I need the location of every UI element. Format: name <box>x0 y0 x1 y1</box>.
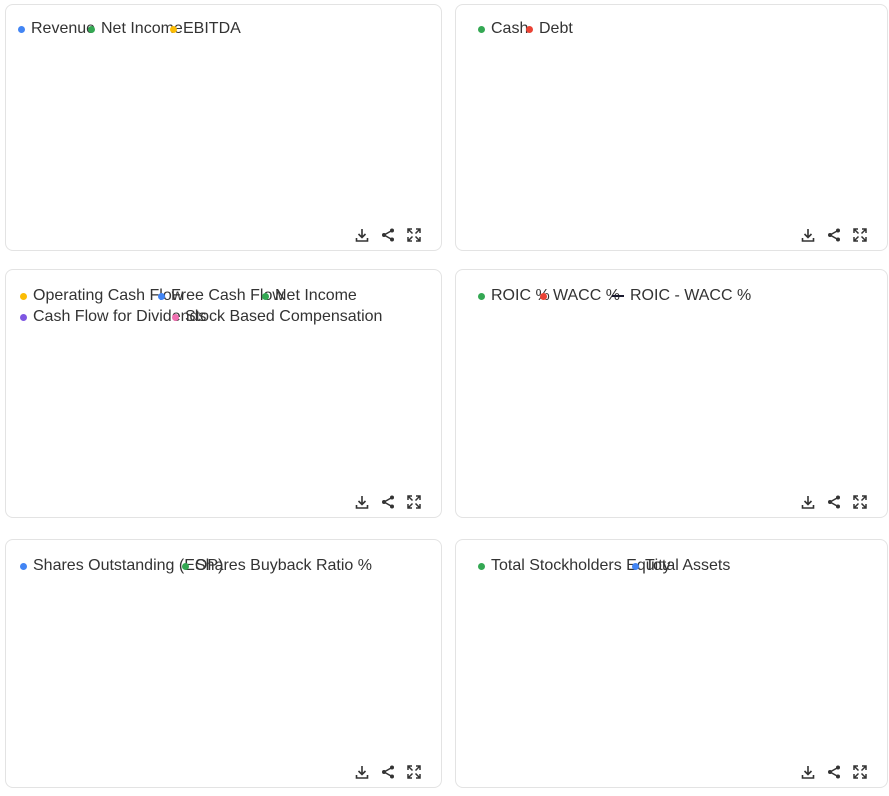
legend-item-operating-cash-flow[interactable]: Operating Cash Flow <box>20 287 183 305</box>
chart-card-equity_assets <box>455 539 888 788</box>
share-icon[interactable] <box>380 227 396 243</box>
legend-label: Shares Buyback Ratio % <box>195 557 372 574</box>
legend-item-cash[interactable]: Cash <box>478 20 528 38</box>
legend-dot <box>158 292 165 300</box>
legend-label: Total Stockholders Equity <box>491 557 671 574</box>
legend-label: ROIC % <box>491 287 550 304</box>
chart-card-roic <box>455 269 888 518</box>
chart-card-cash_debt <box>455 4 888 251</box>
legend-dot <box>20 292 27 300</box>
expand-icon[interactable] <box>406 227 422 243</box>
share-icon[interactable] <box>826 227 842 243</box>
chart-toolbar <box>800 494 868 510</box>
legend-label: Stock Based Compensation <box>185 308 383 325</box>
legend-item-ebitda[interactable]: EBITDA <box>170 20 241 38</box>
download-icon[interactable] <box>800 494 816 510</box>
download-icon[interactable] <box>354 494 370 510</box>
legend-item-net-income[interactable]: Net Income <box>88 20 183 38</box>
legend-dot <box>262 292 269 300</box>
chart-toolbar <box>354 227 422 243</box>
legend-item-debt[interactable]: Debt <box>526 20 573 38</box>
legend-label: Total Assets <box>645 557 731 574</box>
legend-item-roic-wacc[interactable]: ROIC - WACC % <box>612 287 751 305</box>
legend-label: Net Income <box>275 287 357 304</box>
legend-label: Debt <box>539 20 573 37</box>
legend-item-revenue[interactable]: Revenue <box>18 20 95 38</box>
download-icon[interactable] <box>354 764 370 780</box>
legend-dot <box>478 562 485 570</box>
chart-card-income <box>5 4 442 251</box>
expand-icon[interactable] <box>852 494 868 510</box>
legend-dot <box>18 25 25 33</box>
legend-item-shares-buyback-ratio[interactable]: Shares Buyback Ratio % <box>182 557 372 575</box>
download-icon[interactable] <box>800 227 816 243</box>
legend-dot <box>88 25 95 33</box>
chart-toolbar <box>354 494 422 510</box>
legend-label: Revenue <box>31 20 96 37</box>
expand-icon[interactable] <box>852 764 868 780</box>
chart-toolbar <box>354 764 422 780</box>
download-icon[interactable] <box>800 764 816 780</box>
legend-dot <box>170 25 177 33</box>
expand-icon[interactable] <box>406 764 422 780</box>
legend-dot <box>20 562 27 570</box>
legend-dot <box>478 25 485 33</box>
legend-dot <box>478 292 485 300</box>
legend-dot <box>20 313 27 321</box>
legend-label: WACC % <box>553 287 620 304</box>
legend-label: Cash Flow for Dividends <box>33 308 207 325</box>
legend-item-shares-outstanding-eop[interactable]: Shares Outstanding (EOP) <box>20 557 223 575</box>
legend-dot <box>526 25 533 33</box>
legend-dot <box>540 292 547 300</box>
legend-item-net-income[interactable]: Net Income <box>262 287 357 305</box>
share-icon[interactable] <box>380 764 396 780</box>
chart-card-shares <box>5 539 442 788</box>
legend-line-symbol <box>612 295 624 297</box>
legend-label: Net Income <box>101 20 183 37</box>
legend-item-stock-based-compensation[interactable]: Stock Based Compensation <box>172 308 382 326</box>
share-icon[interactable] <box>380 494 396 510</box>
legend-label: Operating Cash Flow <box>33 287 184 304</box>
expand-icon[interactable] <box>852 227 868 243</box>
legend-item-total-assets[interactable]: Total Assets <box>632 557 730 575</box>
legend-label: Free Cash Flow <box>171 287 284 304</box>
legend-item-roic[interactable]: ROIC % <box>478 287 550 305</box>
chart-card-cash_flow <box>5 269 442 518</box>
download-icon[interactable] <box>354 227 370 243</box>
legend-item-wacc[interactable]: WACC % <box>540 287 620 305</box>
chart-toolbar <box>800 227 868 243</box>
legend-dot <box>182 562 189 570</box>
legend-label: EBITDA <box>183 20 241 37</box>
share-icon[interactable] <box>826 764 842 780</box>
legend-dot <box>632 562 639 570</box>
legend-label: Shares Outstanding (EOP) <box>33 557 224 574</box>
expand-icon[interactable] <box>406 494 422 510</box>
share-icon[interactable] <box>826 494 842 510</box>
legend-item-cash-flow-for-dividends[interactable]: Cash Flow for Dividends <box>20 308 206 326</box>
legend-item-free-cash-flow[interactable]: Free Cash Flow <box>158 287 284 305</box>
chart-toolbar <box>800 764 868 780</box>
legend-item-total-stockholders-equity[interactable]: Total Stockholders Equity <box>478 557 671 575</box>
legend-label: Cash <box>491 20 529 37</box>
legend-label: ROIC - WACC % <box>630 287 752 304</box>
legend-dot <box>172 313 179 321</box>
